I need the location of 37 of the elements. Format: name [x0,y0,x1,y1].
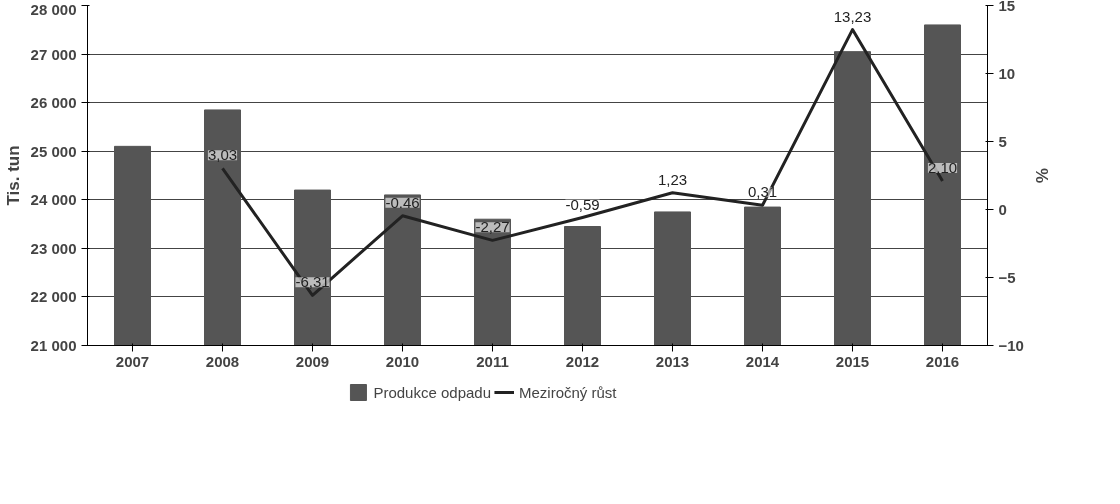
x-tick-label: 2015 [835,352,870,370]
y2-tick-label: 5 [998,132,1007,150]
x-tick-label: 2014 [745,352,780,370]
legend-label: Produkce odpadu [373,383,492,401]
data-label: -2,27 [475,218,510,236]
y2-tick-label: 15 [998,0,1016,14]
x-tick-label: 2010 [385,352,420,370]
data-label: 13,23 [833,7,872,25]
data-label: 3,03 [207,146,238,164]
y-tick-label: 27 000 [30,45,77,63]
data-label: 1,23 [657,170,688,188]
y2-tick-label: 0 [998,200,1007,218]
y-tick-label: 25 000 [30,142,77,160]
legend-label: Meziročný růst [519,383,617,401]
x-tick-label: 2009 [295,352,330,370]
x-tick-label: 2012 [565,352,600,370]
x-tick-label: 2008 [205,352,240,370]
data-label: -0.46 [385,193,420,211]
y-tick-label: 23 000 [30,239,77,257]
y-tick-label: 26 000 [30,94,77,112]
data-label: -0,59 [565,195,600,213]
y-axis-title: Tis. tun [3,145,23,206]
data-label: -6,31 [295,273,330,291]
x-tick-label: 2013 [655,352,690,370]
y2-tick-label: −10 [998,336,1024,354]
y2-tick-label: −5 [998,268,1016,286]
y-tick-label: 22 000 [30,288,77,306]
x-tick-label: 2007 [115,352,150,370]
x-tick-label: 2011 [476,352,509,370]
y-tick-label: 24 000 [30,191,77,209]
y2-axis-title: % [1031,167,1051,184]
x-tick-label: 2016 [925,352,960,370]
data-label: 0,31 [747,183,778,201]
y-tick-label: 28 000 [30,0,77,18]
data-label: 2,10 [927,158,958,176]
y-tick-label: 21 000 [30,337,77,354]
y2-tick-label: 10 [998,64,1016,82]
